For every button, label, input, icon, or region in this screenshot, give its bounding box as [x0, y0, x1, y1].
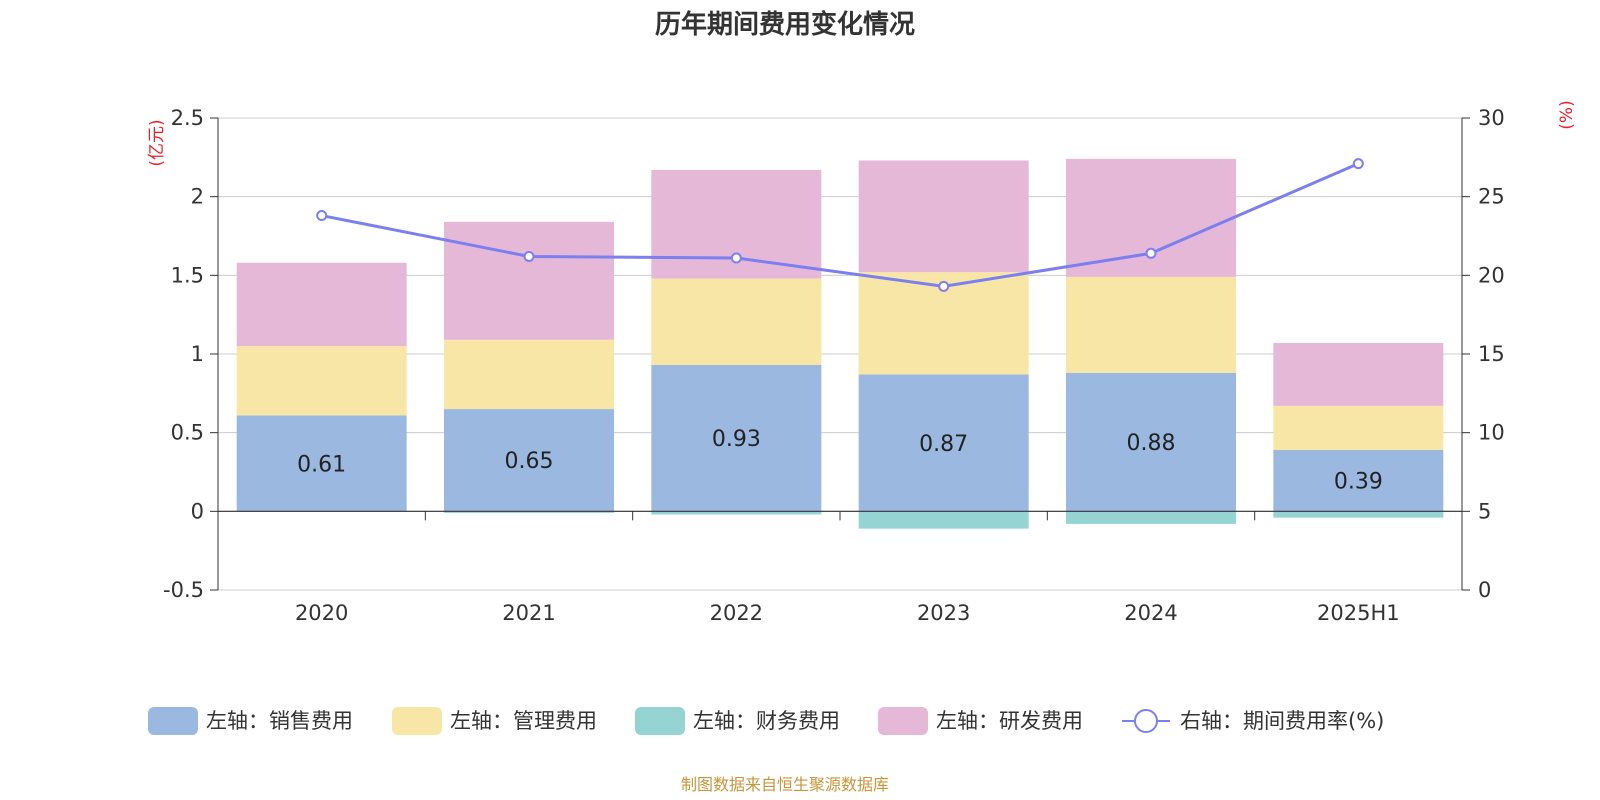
left-tick-label: 2.5 [171, 106, 204, 130]
legend-label: 左轴：销售费用 [206, 709, 353, 733]
left-tick-label: 1.5 [171, 263, 204, 287]
legend-swatch-sales [148, 707, 198, 735]
bar-admin [444, 339, 614, 410]
right-tick-label: 10 [1478, 421, 1505, 445]
x-tick-label: 2024 [1124, 601, 1177, 625]
x-tick-label: 2020 [295, 601, 348, 625]
bar-finance [858, 511, 1029, 529]
legend-label: 左轴：研发费用 [936, 709, 1083, 733]
bar-sales [858, 374, 1029, 512]
legend-swatch-rnd [878, 707, 928, 735]
rate-point [1145, 247, 1157, 259]
bar-sales [1066, 372, 1236, 512]
right-axis-unit: (%) [1557, 100, 1577, 129]
rate-line-layer [316, 158, 1364, 292]
right-tick-label: 25 [1478, 185, 1505, 209]
left-tick-label: 0.5 [171, 421, 204, 445]
bar-finance [1273, 511, 1444, 518]
left-tick-label: 1 [191, 342, 204, 366]
bar-rnd [1273, 342, 1444, 406]
data-label-sales: 0.65 [505, 449, 554, 474]
rate-line [321, 162, 1359, 288]
bar-rnd [236, 262, 407, 347]
data-labels-layer: 0.61 0.65 0.93 0.87 0.88 0.39 [297, 427, 1383, 494]
bar-sales [444, 409, 614, 512]
left-tick-label: -0.5 [163, 578, 204, 602]
axes-layer: -0.5 0 0.5 1 1.5 2 2.5 0 5 10 15 20 25 30 (亿元) (%) 2020 2… [147, 100, 1577, 625]
data-label-sales: 0.61 [297, 452, 346, 477]
data-label-sales: 0.88 [1127, 431, 1176, 456]
right-tick-label: 30 [1478, 106, 1505, 130]
rate-point [938, 280, 950, 292]
bar-admin [236, 346, 407, 416]
data-label-sales: 0.87 [919, 432, 968, 457]
legend-circle-icon [1134, 709, 1158, 733]
bar-rnd [858, 160, 1029, 273]
rate-point [523, 250, 535, 262]
bar-rnd [444, 221, 614, 340]
legend: 左轴：销售费用 左轴：管理费用 左轴：财务费用 左轴：研发费用 右轴：期间费用率(%) [148, 707, 1384, 735]
bar-finance [651, 511, 822, 515]
left-tick-label: 2 [191, 185, 204, 209]
source-note: 制图数据来自恒生聚源数据库 [681, 775, 889, 794]
x-tick-label: 2022 [710, 601, 763, 625]
bar-finance [444, 511, 614, 513]
right-tick-label: 0 [1478, 578, 1491, 602]
right-tick-label: 15 [1478, 342, 1505, 366]
data-label-sales: 0.93 [712, 427, 761, 452]
bar-finance [1066, 511, 1236, 524]
bar-rnd [1066, 158, 1236, 277]
legend-label: 左轴：管理费用 [450, 709, 597, 733]
legend-label: 右轴：期间费用率(%) [1180, 709, 1384, 733]
rate-point [730, 252, 742, 264]
x-tick-label: 2021 [502, 601, 555, 625]
rate-point [1352, 158, 1364, 170]
bar-admin [651, 278, 822, 366]
bar-admin [1273, 405, 1444, 450]
left-axis-unit: (亿元) [147, 119, 167, 166]
legend-swatch-admin [392, 707, 442, 735]
bar-sales [651, 365, 822, 512]
legend-swatch-finance [635, 707, 685, 735]
chart-title: 历年期间费用变化情况 [655, 9, 915, 40]
right-tick-label: 20 [1478, 263, 1505, 287]
bar-admin [1066, 276, 1236, 373]
left-tick-label: 0 [191, 499, 204, 523]
x-tick-label: 2023 [917, 601, 970, 625]
bar-sales [236, 415, 407, 512]
legend-label: 左轴：财务费用 [693, 709, 840, 733]
bar-sales [1273, 449, 1444, 512]
data-label-sales: 0.39 [1334, 470, 1383, 495]
rate-point [316, 210, 328, 222]
bars-layer [236, 158, 1444, 529]
x-tick-label: 2025H1 [1317, 601, 1400, 625]
right-tick-label: 5 [1478, 499, 1491, 523]
